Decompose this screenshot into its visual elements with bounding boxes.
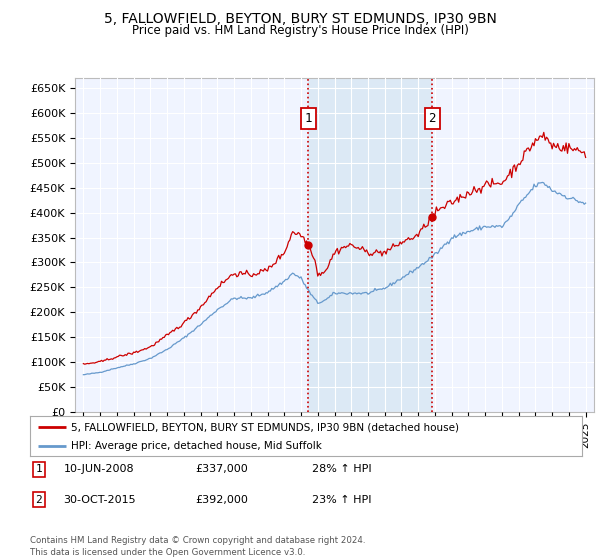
Text: 5, FALLOWFIELD, BEYTON, BURY ST EDMUNDS, IP30 9BN (detached house): 5, FALLOWFIELD, BEYTON, BURY ST EDMUNDS,… — [71, 422, 460, 432]
Text: 2: 2 — [35, 494, 43, 505]
Text: HPI: Average price, detached house, Mid Suffolk: HPI: Average price, detached house, Mid … — [71, 441, 322, 451]
Text: 1: 1 — [305, 112, 312, 125]
Text: 30-OCT-2015: 30-OCT-2015 — [62, 494, 136, 505]
Bar — [308, 78, 432, 412]
Text: 23% ↑ HPI: 23% ↑ HPI — [312, 494, 372, 505]
Text: 10-JUN-2008: 10-JUN-2008 — [64, 464, 134, 474]
Text: 1: 1 — [35, 464, 43, 474]
Text: 5, FALLOWFIELD, BEYTON, BURY ST EDMUNDS, IP30 9BN: 5, FALLOWFIELD, BEYTON, BURY ST EDMUNDS,… — [104, 12, 496, 26]
Text: £392,000: £392,000 — [196, 494, 248, 505]
Text: £337,000: £337,000 — [196, 464, 248, 474]
Text: Price paid vs. HM Land Registry's House Price Index (HPI): Price paid vs. HM Land Registry's House … — [131, 24, 469, 36]
Text: Contains HM Land Registry data © Crown copyright and database right 2024.
This d: Contains HM Land Registry data © Crown c… — [30, 536, 365, 557]
Text: 28% ↑ HPI: 28% ↑ HPI — [312, 464, 372, 474]
Text: 2: 2 — [428, 112, 436, 125]
